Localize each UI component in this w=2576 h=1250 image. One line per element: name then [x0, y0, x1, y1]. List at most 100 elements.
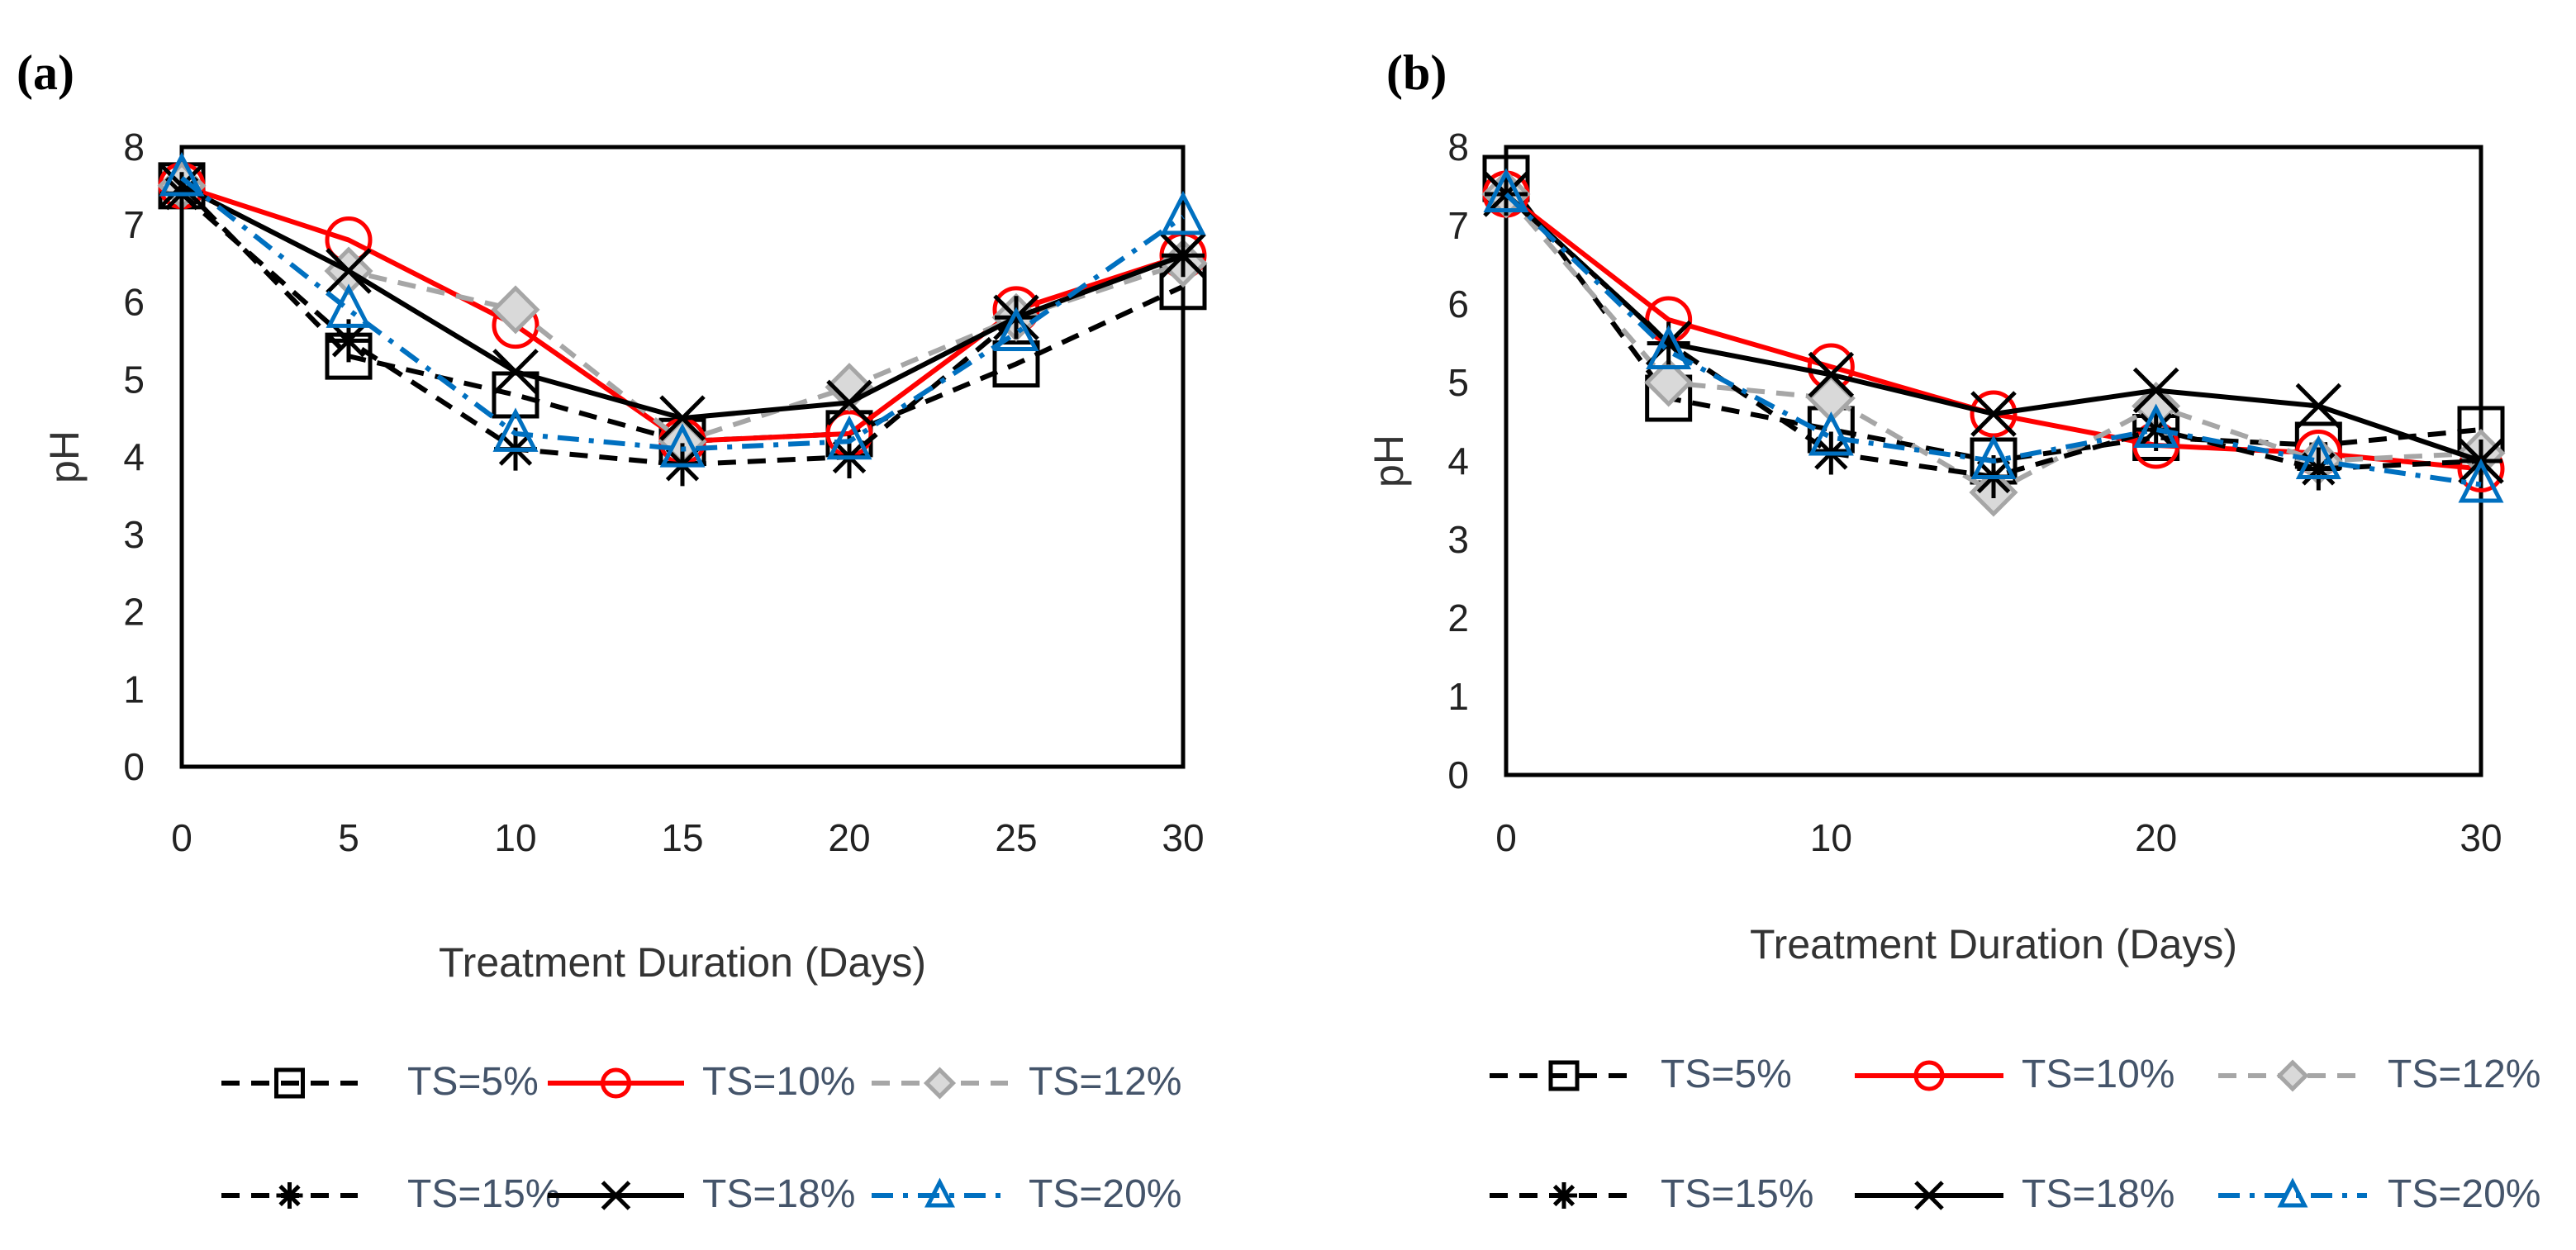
x-tick-label: 0: [1495, 816, 1517, 859]
data-point-asterisk-shape: [2297, 447, 2341, 491]
plot-area: [179, 145, 1186, 769]
x-tick-label: 25: [995, 816, 1037, 859]
chart-panel-a: (a) 0 1 2 3 4 5 6 7 8 0 5 10 15 20 25 30 Treatment Durati…: [17, 45, 1208, 1216]
data-point-triangle-shape: [1160, 190, 1206, 235]
legend-label: TS=5%: [407, 1060, 539, 1104]
x-tick-label: 0: [171, 816, 192, 859]
data-point-triangle-shape: [2458, 459, 2504, 503]
x-tick-label: 20: [2135, 816, 2177, 859]
legend-marker-asterisk: [1551, 1182, 1577, 1209]
y-tick-label: 3: [123, 513, 145, 556]
legend-marker-circle-shape: [601, 1067, 631, 1099]
y-axis-title: pH: [1366, 435, 1412, 487]
x-tick-label: 5: [338, 816, 359, 859]
data-point-triangle: [492, 407, 539, 452]
series-line: [1504, 192, 2482, 487]
legend-marker-diamond-shape: [923, 1067, 957, 1100]
y-tick-label: 8: [1447, 126, 1469, 169]
data-point-triangle-shape: [159, 152, 205, 197]
data-point-x: [659, 395, 706, 441]
legend-marker-square-shape: [1548, 1060, 1580, 1091]
legend-marker-asterisk-shape: [276, 1182, 303, 1209]
data-point-x-shape: [826, 379, 872, 426]
series-ts-18-: [159, 163, 1206, 441]
legend-marker-diamond-shape: [2276, 1059, 2309, 1092]
legend-marker-x: [1914, 1181, 1944, 1210]
data-point-x-shape: [2295, 383, 2342, 430]
legend-marker-triangle: [2277, 1177, 2308, 1208]
legend-marker-triangle: [924, 1177, 955, 1208]
data-point-diamond-shape: [491, 285, 540, 335]
data-point-triangle-shape: [1646, 325, 1692, 369]
data-point-x: [326, 248, 372, 294]
legend-marker-circle: [1913, 1060, 1945, 1091]
y-tick-label: 1: [1447, 675, 1469, 718]
data-point-triangle: [1646, 325, 1692, 369]
data-point-triangle: [2458, 459, 2504, 503]
legend-label: TS=15%: [1661, 1172, 1813, 1216]
legend-entry: TS=5%: [221, 1060, 539, 1104]
data-point-x: [826, 379, 872, 426]
y-tick-label: 6: [123, 281, 145, 324]
legend-marker-x: [601, 1181, 631, 1210]
legend-marker-x-shape: [1914, 1181, 1944, 1210]
data-point-square-shape: [992, 340, 1040, 387]
legend-marker-diamond: [2276, 1059, 2309, 1092]
x-tick-label: 30: [2460, 816, 2502, 859]
legend-marker-triangle-shape: [2277, 1177, 2308, 1208]
legend-entry: TS=15%: [1490, 1172, 1813, 1216]
data-point-asterisk: [327, 319, 370, 363]
legend-label: TS=5%: [1661, 1053, 1792, 1096]
legend-entry: TS=20%: [872, 1172, 1181, 1216]
x-tick-label: 30: [1162, 816, 1204, 859]
data-point-triangle: [993, 307, 1039, 351]
legend-marker-circle: [601, 1067, 631, 1099]
legend-label: TS=10%: [702, 1060, 855, 1104]
data-point-x: [1970, 391, 2017, 437]
data-point-x-shape: [159, 163, 205, 209]
legend-label: TS=20%: [2388, 1172, 2540, 1216]
data-point-triangle-shape: [826, 415, 872, 460]
data-point-triangle: [1808, 411, 1854, 456]
legend-marker-square: [1548, 1060, 1580, 1091]
data-point-x-shape: [659, 395, 706, 441]
legend-entry: TS=15%: [221, 1172, 560, 1216]
y-tick-label: 4: [1447, 440, 1469, 482]
y-tick-label: 0: [123, 745, 145, 788]
panel-label: (b): [1386, 45, 1447, 100]
data-point-triangle: [2295, 435, 2341, 479]
legend-entry: TS=18%: [548, 1172, 855, 1216]
data-point-triangle: [159, 152, 205, 197]
x-tick-label: 15: [661, 816, 703, 859]
legend-marker-square: [274, 1067, 305, 1099]
data-point-x: [2132, 367, 2179, 414]
data-point-triangle-shape: [1970, 435, 2017, 479]
y-tick-label: 6: [1447, 283, 1469, 326]
legend-entry: TS=10%: [548, 1060, 855, 1104]
series-ts-20-: [1483, 168, 2504, 503]
data-point-x: [993, 294, 1039, 341]
legend-label: TS=10%: [2022, 1053, 2174, 1096]
y-tick-label: 0: [1447, 753, 1469, 796]
legend: TS=5% TS=10% TS=12% TS=15% TS=18% TS=20%: [1490, 1053, 2540, 1216]
data-point-x: [2295, 383, 2342, 430]
legend-entry: TS=12%: [2218, 1053, 2540, 1096]
data-point-triangle: [659, 423, 706, 468]
legend-label: TS=20%: [1029, 1172, 1181, 1216]
data-point-x-shape: [2132, 367, 2179, 414]
data-point-x-shape: [492, 349, 539, 395]
data-point-x: [492, 349, 539, 395]
data-point-x-shape: [1970, 391, 2017, 437]
series-ts-15-: [1485, 173, 2502, 498]
data-point-x: [1160, 232, 1206, 279]
x-tick-label: 20: [828, 816, 870, 859]
legend-label: TS=12%: [1029, 1060, 1181, 1104]
legend-marker-asterisk: [276, 1182, 303, 1209]
data-point-x-shape: [993, 294, 1039, 341]
legend-entry: TS=18%: [1855, 1172, 2174, 1216]
data-point-asterisk-shape: [2134, 408, 2178, 451]
data-point-triangle: [1970, 435, 2017, 479]
y-tick-label: 5: [123, 358, 145, 401]
legend-label: TS=12%: [2388, 1053, 2540, 1096]
